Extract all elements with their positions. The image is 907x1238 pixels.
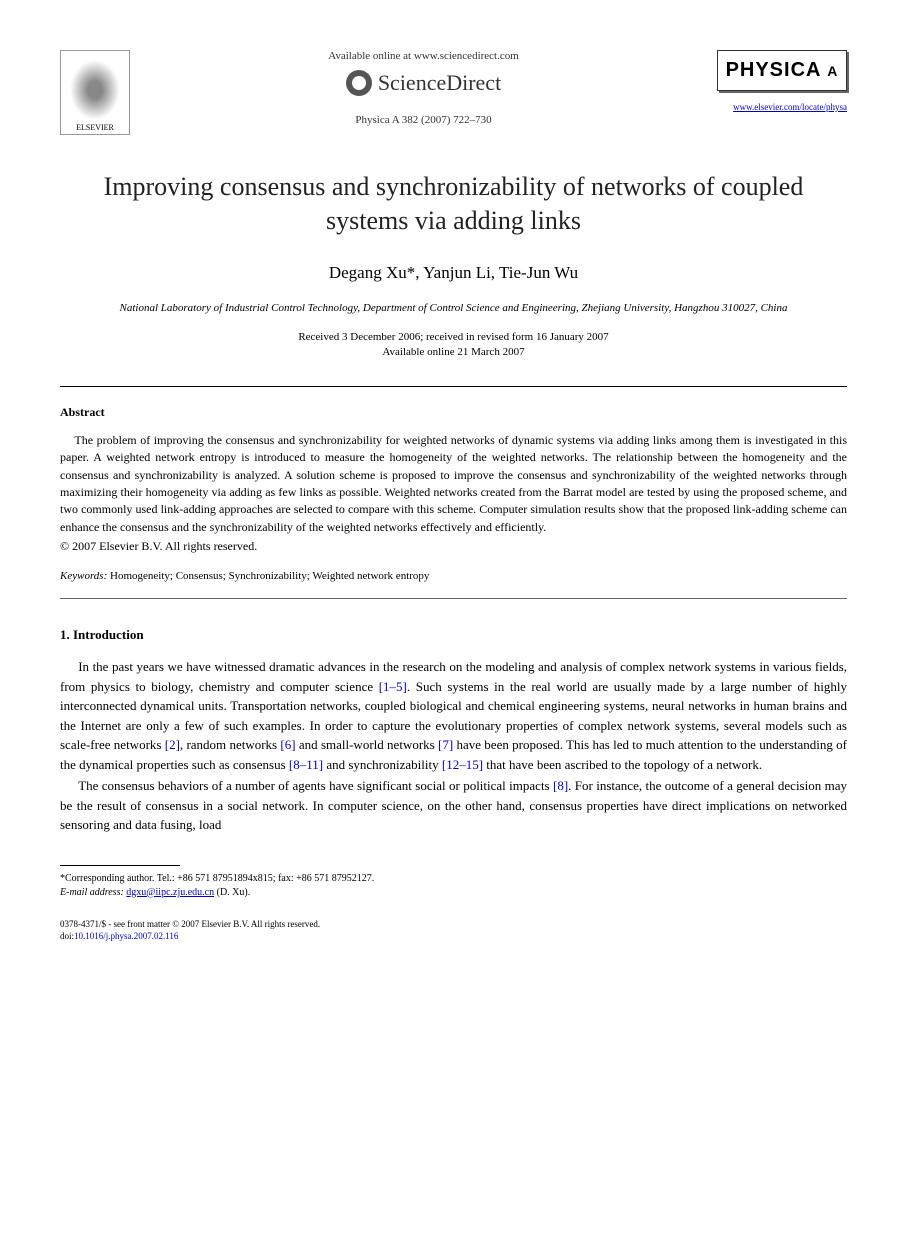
ref-link[interactable]: [6]: [280, 737, 295, 752]
author-email-link[interactable]: dgxu@iipc.zju.edu.cn: [126, 887, 214, 898]
abstract-text: The problem of improving the consensus a…: [60, 432, 847, 536]
doi-line: doi:10.1016/j.physa.2007.02.116: [60, 930, 847, 943]
journal-reference: Physica A 382 (2007) 722–730: [150, 114, 697, 126]
abstract-copyright: © 2007 Elsevier B.V. All rights reserved…: [60, 539, 847, 554]
email-label: E-mail address:: [60, 887, 124, 898]
divider: [60, 598, 847, 599]
corresponding-author-footnote: *Corresponding author. Tel.: +86 571 879…: [60, 872, 847, 886]
section-1-heading: 1. Introduction: [60, 627, 847, 643]
sciencedirect-text: ScienceDirect: [378, 70, 501, 96]
physica-letter: A: [827, 63, 838, 79]
publication-dates: Received 3 December 2006; received in re…: [60, 330, 847, 361]
ref-link[interactable]: [2]: [165, 737, 180, 752]
ref-link[interactable]: [8–11]: [289, 757, 323, 772]
keywords-line: Keywords: Homogeneity; Consensus; Synchr…: [60, 570, 847, 582]
footer-info: 0378-4371/$ - see front matter © 2007 El…: [60, 918, 847, 943]
physica-logo-block: PHYSICA A www.elsevier.com/locate/physa: [717, 50, 847, 115]
doi-link[interactable]: 10.1016/j.physa.2007.02.116: [74, 931, 178, 941]
keywords-label: Keywords:: [60, 570, 107, 582]
physica-box: PHYSICA A: [717, 50, 847, 91]
abstract-label: Abstract: [60, 405, 847, 420]
sciencedirect-brand: ScienceDirect: [150, 70, 697, 96]
online-date: Available online 21 March 2007: [60, 345, 847, 360]
ref-link[interactable]: [1–5]: [379, 679, 407, 694]
physica-label: PHYSICA: [726, 59, 821, 81]
email-suffix: (D. Xu).: [214, 887, 250, 898]
elsevier-tree-icon: [70, 60, 120, 120]
keywords-text: Homogeneity; Consensus; Synchronizabilit…: [107, 570, 429, 582]
journal-homepage-link[interactable]: www.elsevier.com/locate/physa: [733, 102, 847, 112]
divider: [60, 386, 847, 387]
available-online-text: Available online at www.sciencedirect.co…: [150, 50, 697, 62]
elsevier-label: ELSEVIER: [76, 123, 114, 132]
intro-para-1: In the past years we have witnessed dram…: [60, 657, 847, 774]
received-date: Received 3 December 2006; received in re…: [60, 330, 847, 345]
elsevier-logo: ELSEVIER: [60, 50, 130, 135]
center-header: Available online at www.sciencedirect.co…: [130, 50, 717, 126]
header-row: ELSEVIER Available online at www.science…: [60, 50, 847, 135]
email-footnote: E-mail address: dgxu@iipc.zju.edu.cn (D.…: [60, 886, 847, 900]
ref-link[interactable]: [12–15]: [442, 757, 483, 772]
ref-link[interactable]: [7]: [438, 737, 453, 752]
footnote-rule: [60, 865, 180, 866]
affiliation: National Laboratory of Industrial Contro…: [60, 301, 847, 316]
ref-link[interactable]: [8]: [553, 778, 568, 793]
intro-para-2: The consensus behaviors of a number of a…: [60, 776, 847, 835]
sciencedirect-icon: [346, 70, 372, 96]
issn-line: 0378-4371/$ - see front matter © 2007 El…: [60, 918, 847, 931]
article-title: Improving consensus and synchronizabilit…: [60, 170, 847, 238]
authors: Degang Xu*, Yanjun Li, Tie-Jun Wu: [60, 263, 847, 283]
